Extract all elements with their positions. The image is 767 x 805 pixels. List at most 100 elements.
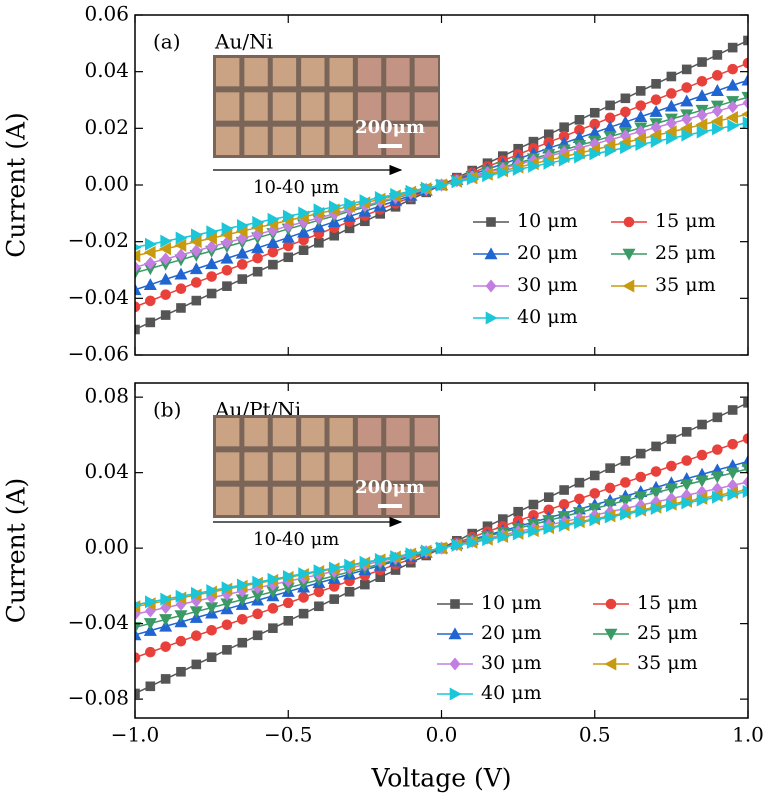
inset-pad [244, 418, 268, 447]
marker [145, 646, 156, 658]
marker [635, 471, 647, 483]
marker [160, 234, 173, 248]
marker [135, 260, 141, 274]
y-tick-label: 0.00 [84, 172, 129, 196]
inset-pad [414, 452, 438, 481]
marker [143, 618, 157, 631]
marker [558, 518, 571, 532]
marker [205, 257, 219, 270]
marker [605, 463, 615, 473]
annotation: Au/Ni [214, 30, 273, 54]
marker [620, 106, 631, 118]
y-tick-label: 0.08 [84, 384, 129, 408]
legend-marker [450, 599, 460, 609]
inset-pad [329, 126, 353, 155]
marker [267, 246, 279, 258]
marker [726, 78, 740, 91]
marker [727, 487, 740, 501]
marker [696, 493, 709, 507]
marker [191, 295, 202, 306]
marker [574, 150, 587, 164]
marker [711, 104, 723, 118]
marker [145, 595, 157, 609]
marker [359, 555, 372, 569]
inset-pad [216, 452, 240, 481]
marker [618, 495, 632, 508]
marker [726, 467, 740, 480]
marker [175, 635, 187, 647]
marker [206, 288, 217, 299]
marker [604, 482, 616, 494]
legend-label: 15 μm [637, 592, 698, 614]
inset-pad [244, 92, 268, 121]
inset-pad [216, 418, 240, 447]
arrow-label: 10-40 μm [253, 177, 339, 198]
marker [743, 398, 748, 408]
marker [344, 586, 355, 597]
marker [681, 64, 692, 75]
marker [390, 187, 403, 201]
marker [620, 456, 631, 466]
legend-marker [486, 217, 496, 227]
inset-pad [272, 418, 297, 447]
y-tick-label: 0.00 [84, 535, 129, 559]
marker [222, 645, 232, 655]
marker [696, 76, 708, 87]
y-axis-label: Current (A) [2, 112, 31, 258]
marker [298, 206, 311, 220]
inset-pad [414, 486, 438, 515]
marker [360, 579, 370, 590]
marker [543, 492, 554, 502]
marker [282, 569, 295, 583]
marker [174, 267, 188, 280]
marker [267, 603, 279, 614]
inset-pad [244, 58, 268, 87]
inset-pad [414, 418, 438, 447]
marker [160, 252, 172, 266]
marker [135, 622, 142, 635]
inset-pad [272, 452, 297, 481]
marker [420, 181, 433, 195]
scale-bar [378, 504, 402, 508]
marker [143, 245, 156, 259]
inset-pad [414, 126, 438, 155]
marker [175, 231, 188, 245]
marker [742, 116, 748, 130]
marker [252, 575, 265, 589]
marker [528, 524, 541, 538]
marker [589, 107, 600, 118]
legend-marker [622, 248, 636, 261]
panel: −0.08 −0.04 0.00 0.04 0.08 −1.0 −0.5 0.0 0.5 1.0 V… [2, 382, 764, 793]
marker [651, 441, 661, 452]
marker [512, 162, 525, 176]
marker [680, 94, 694, 107]
marker [618, 115, 632, 128]
marker [712, 70, 723, 81]
marker [420, 544, 433, 558]
legend-marker [604, 628, 618, 641]
inset-pad [329, 418, 353, 447]
inset-pad [386, 92, 410, 121]
marker [727, 63, 738, 75]
marker [267, 572, 280, 586]
marker [135, 249, 141, 263]
marker [528, 159, 541, 173]
inset-pad [244, 452, 268, 481]
marker [742, 475, 748, 489]
marker [603, 499, 617, 512]
y-tick-label: 0.06 [84, 2, 129, 26]
marker [206, 271, 217, 282]
marker [620, 477, 631, 488]
marker [650, 134, 663, 148]
marker [712, 490, 724, 504]
inset-pad [301, 58, 325, 87]
y-tick-label: −0.04 [68, 285, 129, 309]
inset-pad [301, 452, 325, 481]
marker [135, 652, 141, 663]
marker [635, 504, 648, 518]
x-tick-label: 1.0 [732, 723, 764, 747]
marker [298, 608, 309, 619]
marker [589, 147, 602, 161]
marker [664, 483, 678, 496]
